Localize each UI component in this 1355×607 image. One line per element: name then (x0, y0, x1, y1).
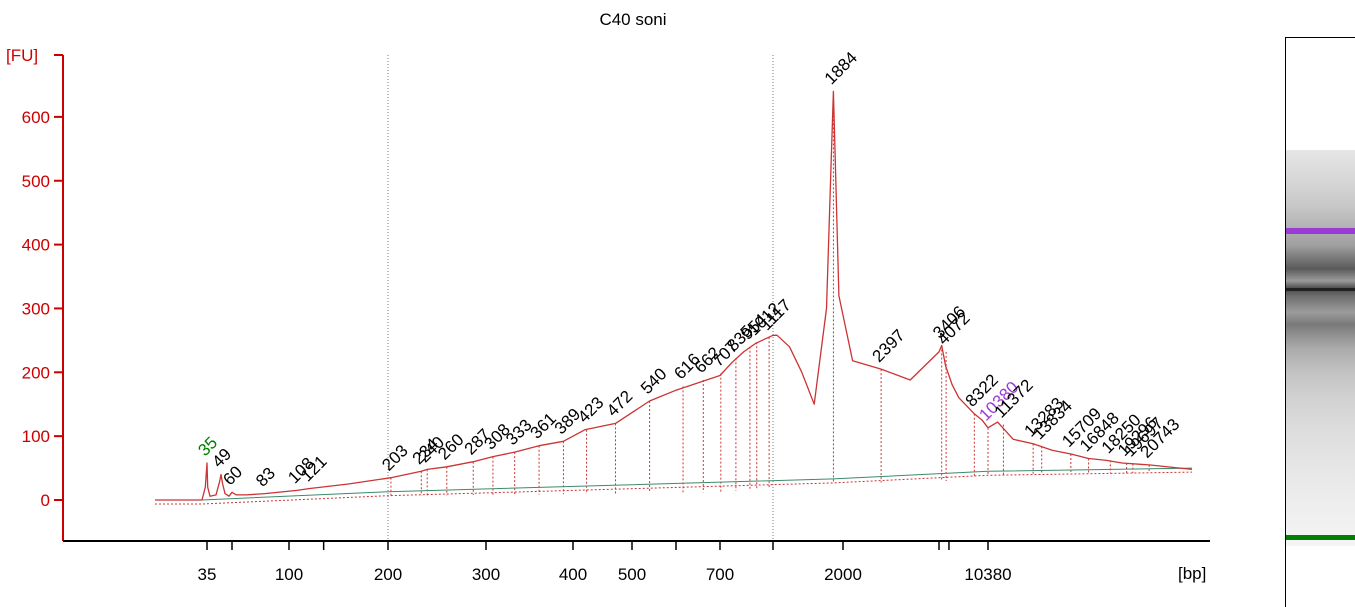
x-tick-label: 400 (559, 565, 587, 584)
gel-upper-marker-band (1286, 228, 1355, 234)
x-tick-label: 700 (706, 565, 734, 584)
peak-drop-lines (390, 91, 1150, 496)
x-tick-label: 500 (618, 565, 646, 584)
signal-trace-line (155, 90, 1193, 501)
y-axis-label: [FU] (6, 46, 38, 65)
y-tick-label: 200 (22, 363, 50, 382)
peak-label: 1884 (821, 48, 861, 88)
reference-lines (387, 55, 774, 541)
y-tick-label: 100 (22, 427, 50, 446)
axes: 0 100 200 300 400 500 600 35 100 200 300 400 500 700 2… (22, 54, 1210, 584)
x-axis-label: [bp] (1178, 564, 1206, 583)
trace-layer (155, 90, 1193, 505)
peak-label: 203 (378, 441, 411, 474)
x-tick-label: 100 (275, 565, 303, 584)
y-tick-label: 0 (41, 491, 50, 510)
gel-image-panel (1285, 37, 1355, 607)
gel-lower-marker-band (1286, 535, 1355, 540)
electropherogram-chart: C40 soni [FU] [bp] 0 100 200 300 400 500 600 35… (6, 10, 1210, 584)
peak-label: 83 (252, 464, 279, 491)
y-tick-label: 300 (22, 299, 50, 318)
y-tick-label: 500 (22, 172, 50, 191)
gel-main-band (1286, 288, 1355, 291)
peak-label: 540 (637, 364, 670, 397)
chart-title: C40 soni (599, 10, 666, 29)
x-tick-label: 10380 (964, 565, 1011, 584)
gel-lane (1286, 150, 1355, 546)
x-tick-label: 35 (198, 565, 217, 584)
peak-label: 2397 (868, 326, 908, 366)
y-tick-label: 600 (22, 108, 50, 127)
x-tick-label: 200 (374, 565, 402, 584)
y-tick-label: 400 (22, 236, 50, 255)
x-tick-label: 300 (472, 565, 500, 584)
x-tick-label: 2000 (824, 565, 862, 584)
peak-label: 472 (603, 387, 636, 420)
